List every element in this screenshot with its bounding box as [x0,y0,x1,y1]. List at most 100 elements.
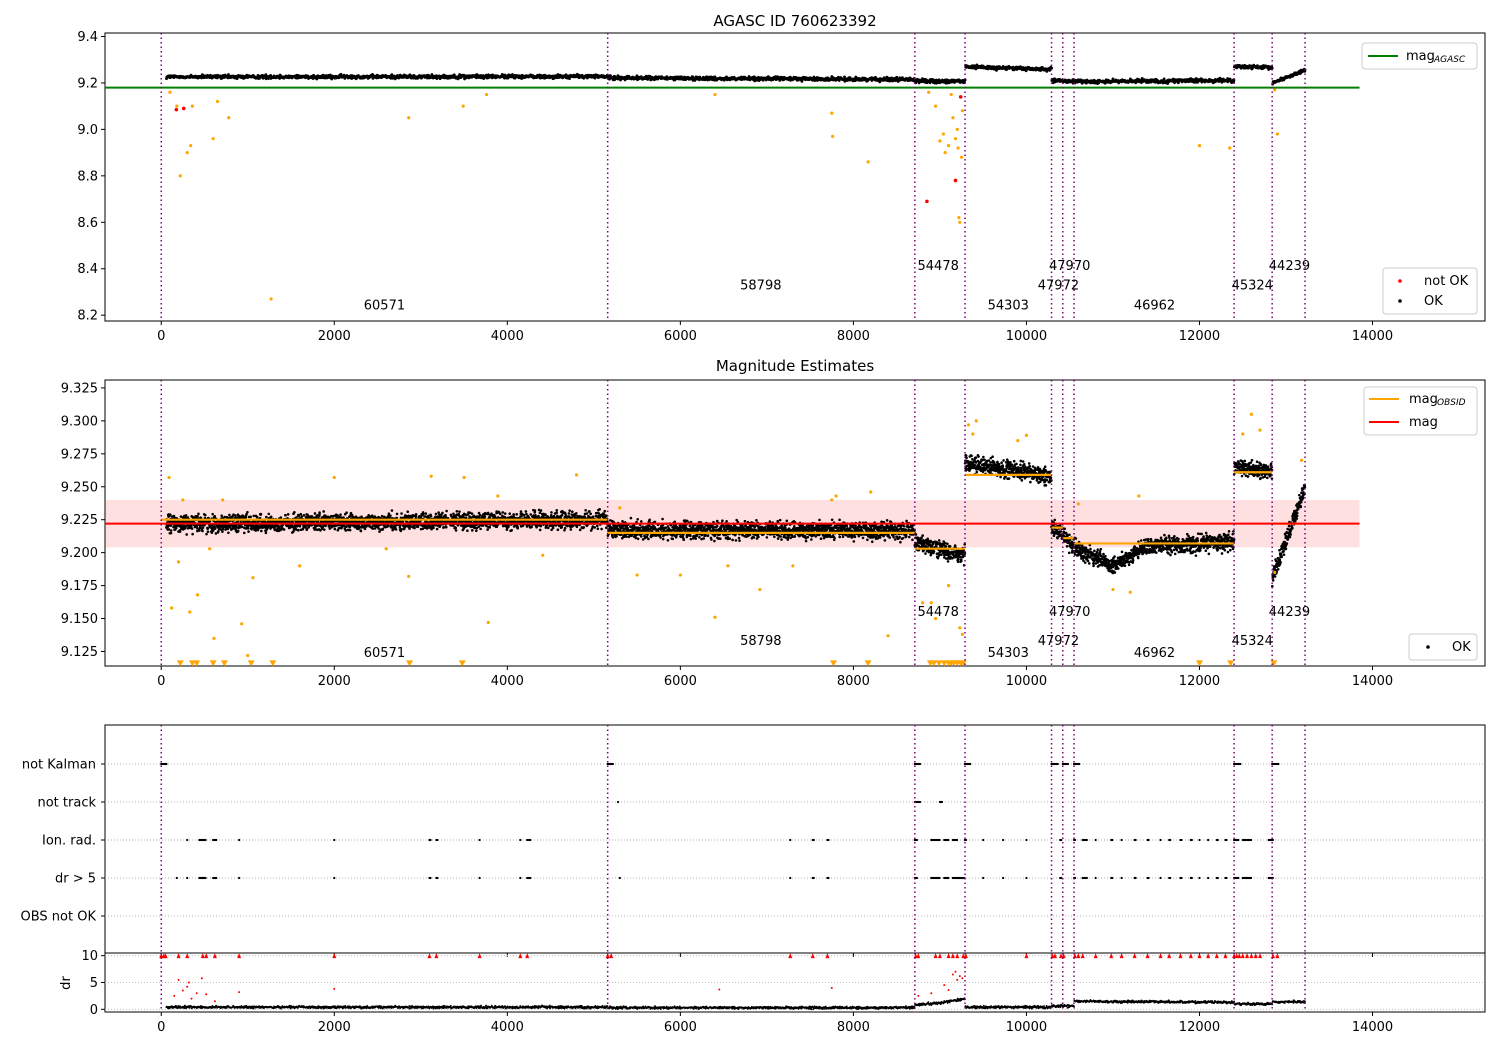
data-point [538,528,542,532]
data-point [946,144,951,148]
y-tick-label: 8.6 [77,216,98,231]
legend-top-right: mag AGASC [1361,42,1478,70]
data-point [279,516,283,519]
data-point [951,116,955,120]
data-point [286,513,290,516]
data-point [284,514,287,517]
x-tick-label: 6000 [664,329,697,344]
data-point [574,511,578,515]
data-point [434,512,438,516]
data-point [470,529,474,532]
data-point [345,511,348,514]
data-point [506,76,510,80]
y-tick-label: 9.0 [77,123,98,138]
data-point [174,107,179,112]
data-point [501,511,505,514]
y-tick-label: 9.2 [77,76,98,91]
data-point [260,529,263,533]
data-point [226,527,230,531]
data-point [380,514,384,518]
legend-label: not OK [1424,274,1469,289]
data-point [461,104,465,108]
data-point [958,95,963,99]
data-point [478,513,482,517]
data-point [430,73,434,76]
data-point [344,529,348,532]
data-point [943,151,947,155]
data-point [421,512,425,516]
data-point [175,104,179,108]
x-tick-label: 10000 [1006,329,1047,344]
data-point [498,512,502,516]
data-point [217,530,220,533]
data-point [307,525,311,529]
data-point [227,531,230,535]
data-point [213,527,217,530]
data-point [582,526,586,529]
data-point [300,515,304,518]
data-point [567,512,571,515]
data-point [713,92,717,97]
y-tick-label: 8.4 [77,262,98,277]
data-point [185,533,188,536]
data-point [546,526,550,530]
obsid-label: 44239 [1269,259,1310,274]
obsid-label: 60571 [364,298,405,313]
data-point [414,513,418,516]
data-point [333,527,337,531]
data-point [348,528,352,532]
data-point [995,68,998,72]
data-point [409,525,412,528]
data-point [181,106,186,111]
data-point [302,514,306,517]
data-point [550,511,553,514]
data-point [1162,77,1166,81]
data-point [515,513,518,516]
data-point [322,510,326,513]
data-point [247,530,250,533]
data-point [800,79,804,83]
data-point [488,516,492,519]
data-point [444,525,448,529]
data-point [168,513,172,516]
data-point [267,512,271,516]
data-point [533,509,537,512]
data-point [227,116,231,120]
data-point [185,151,189,155]
data-point [424,512,428,515]
obsid-label: 46962 [1134,298,1175,313]
data-point [394,528,398,531]
data-point [578,528,582,532]
obsid-label: 54478 [918,259,959,274]
data-point [299,512,303,516]
data-point [282,528,286,531]
data-point [1197,144,1202,148]
data-point [387,524,390,528]
plot-area: 6057158798544785430347970479724696245324… [77,30,1486,344]
data-point [221,530,224,533]
data-point [958,220,962,224]
x-tick-label: 0 [157,329,165,344]
data-point [259,512,263,516]
data-point [953,137,958,141]
data-point [483,515,487,518]
data-point [529,513,532,516]
data-point [593,526,597,529]
y-tick-label: 8.2 [77,309,98,324]
data-point [435,527,439,531]
legend-label: mag [1406,49,1435,64]
data-point [584,508,587,512]
panel-title: AGASC ID 760623392 [713,12,876,30]
data-point [269,515,273,519]
data-point [1050,66,1054,70]
data-point [304,525,307,528]
data-point [454,526,458,530]
data-point [211,529,215,532]
data-point [484,92,489,97]
data-point [452,512,455,516]
data-point [339,513,342,516]
agasc-panel: AGASC ID 760623392 605715879854478543034… [77,12,1486,344]
orange-points [168,88,1279,301]
data-point [563,526,567,530]
legend-sub: AGASC [1433,55,1466,65]
